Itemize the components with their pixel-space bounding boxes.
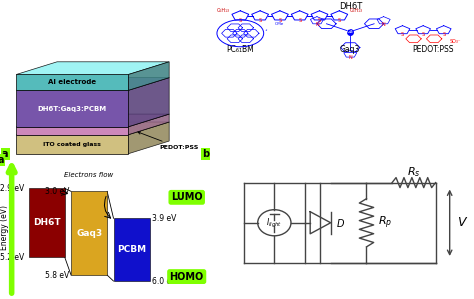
Text: S: S <box>318 19 321 23</box>
Text: ITO coated glass: ITO coated glass <box>44 142 101 147</box>
Polygon shape <box>16 90 128 127</box>
Bar <box>71 191 107 275</box>
Text: N: N <box>315 22 319 27</box>
Text: C₆H₁₃: C₆H₁₃ <box>217 8 230 13</box>
Text: DH6T: DH6T <box>338 2 362 11</box>
Text: SO₃⁻: SO₃⁻ <box>449 39 461 44</box>
Polygon shape <box>128 62 169 90</box>
Text: S: S <box>421 32 425 37</box>
Text: Al electrode: Al electrode <box>48 80 96 86</box>
Text: Energy (eV): Energy (eV) <box>0 205 9 250</box>
Text: 6.0 eV: 6.0 eV <box>152 277 176 286</box>
Text: S: S <box>239 19 242 23</box>
Text: PC₆₁BM: PC₆₁BM <box>227 45 254 54</box>
Polygon shape <box>16 122 169 135</box>
Text: OMe: OMe <box>274 22 284 26</box>
Text: S: S <box>278 19 282 23</box>
Text: $D$: $D$ <box>336 217 345 229</box>
Text: a: a <box>2 149 9 159</box>
Text: N: N <box>348 55 352 60</box>
Polygon shape <box>16 127 128 135</box>
Text: a: a <box>0 155 4 165</box>
Text: HOMO: HOMO <box>170 271 204 282</box>
Text: 3.0 eV: 3.0 eV <box>45 187 69 196</box>
Text: LUMO: LUMO <box>171 192 202 202</box>
Bar <box>113 218 150 281</box>
Polygon shape <box>16 62 169 74</box>
Polygon shape <box>128 114 169 135</box>
Text: S: S <box>401 32 404 37</box>
Polygon shape <box>16 135 128 154</box>
Text: 5.2 eV: 5.2 eV <box>0 253 24 262</box>
Bar <box>28 188 65 257</box>
Text: DH6T: DH6T <box>33 218 61 227</box>
Text: S: S <box>442 32 445 37</box>
Text: Electrons flow: Electrons flow <box>64 172 114 178</box>
Text: N: N <box>382 22 385 27</box>
Text: Gaq3: Gaq3 <box>340 45 360 54</box>
Text: S: S <box>338 19 341 23</box>
Text: Ga: Ga <box>347 29 354 34</box>
Text: 3.9 eV: 3.9 eV <box>152 214 176 223</box>
Polygon shape <box>16 78 169 90</box>
Text: $V$: $V$ <box>457 216 469 229</box>
Text: $R_p$: $R_p$ <box>378 215 392 231</box>
Text: C₆H₁₃: C₆H₁₃ <box>350 8 363 13</box>
Text: PEDOT:PSS: PEDOT:PSS <box>412 45 454 54</box>
Text: S: S <box>298 19 301 23</box>
Text: 2.9 eV: 2.9 eV <box>0 184 24 193</box>
Text: $R_s$: $R_s$ <box>407 166 420 179</box>
Text: Gaq3: Gaq3 <box>76 229 102 238</box>
Text: $I_{light}$: $I_{light}$ <box>266 217 283 230</box>
Polygon shape <box>128 122 169 154</box>
Polygon shape <box>16 74 128 90</box>
Polygon shape <box>128 78 169 127</box>
Text: PCBM: PCBM <box>117 245 146 254</box>
Text: S: S <box>258 19 262 23</box>
Text: PEDOT:PSS: PEDOT:PSS <box>138 132 198 150</box>
Text: b: b <box>202 149 209 159</box>
Text: 5.8 eV: 5.8 eV <box>45 271 69 280</box>
Polygon shape <box>16 114 169 127</box>
Text: DH6T:Gaq3:PCBM: DH6T:Gaq3:PCBM <box>38 106 107 112</box>
